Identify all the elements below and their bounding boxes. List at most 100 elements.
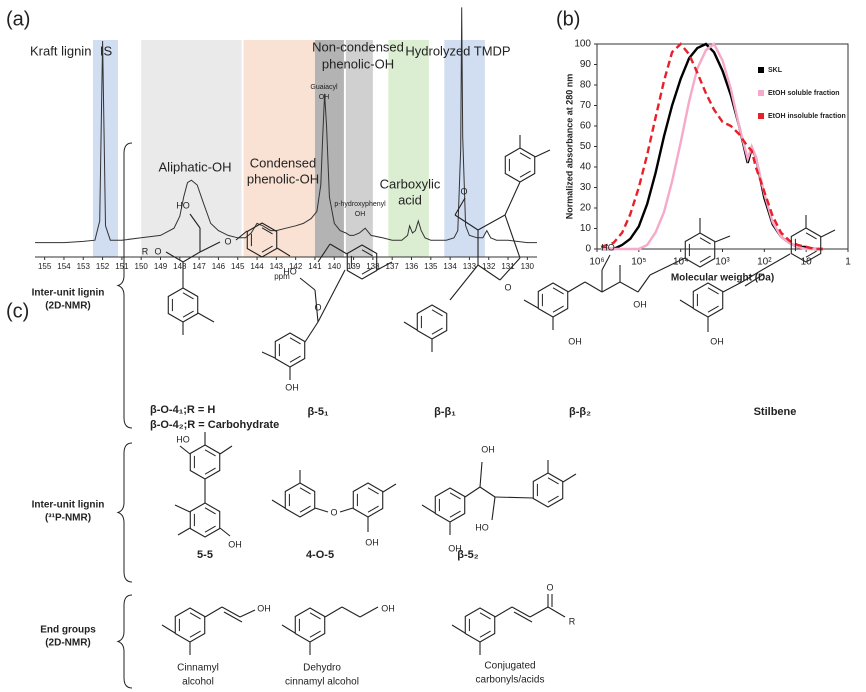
bond: [271, 499, 286, 509]
region-label: p-hydroxyphenyl: [334, 201, 386, 208]
ring: [684, 232, 716, 268]
bond: [376, 261, 393, 271]
atom-label: OH: [285, 382, 299, 392]
bond: [341, 606, 361, 618]
bond: [182, 251, 201, 263]
bond: [165, 251, 184, 263]
bond: [494, 606, 513, 618]
ring: [284, 482, 316, 518]
bond: [161, 624, 176, 634]
group-label: End groups: [40, 625, 96, 636]
bond: [314, 289, 319, 323]
bond: [479, 486, 496, 498]
bond: [382, 483, 397, 493]
x-tick-label: 143: [270, 262, 284, 271]
region-group-label: Non-condensed: [312, 39, 404, 54]
bond: [281, 624, 296, 634]
ring-double-bond: [552, 287, 564, 295]
x-tick-label: 155: [38, 262, 52, 271]
ring-double-bond: [547, 477, 559, 485]
x-tick-label: 10⁶: [589, 257, 604, 268]
x-tick-label: 10²: [757, 257, 772, 268]
bond: [499, 257, 521, 281]
y-tick-label: 80: [580, 80, 592, 91]
group-bracket: [116, 142, 133, 429]
bond: [317, 269, 346, 323]
x-tick-label: 134: [443, 262, 457, 271]
atom-label: O: [154, 246, 161, 256]
x-tick-label: 132: [482, 262, 496, 271]
x-axis-label: Molecular weight (Da): [671, 273, 774, 284]
y-tick-label: 100: [574, 39, 591, 50]
ring-double-bond: [261, 227, 273, 235]
ring-double-bond: [204, 449, 216, 457]
group-label: Inter-unit lignin: [32, 500, 105, 511]
region-label: Guaiacyl: [310, 84, 338, 91]
bond: [637, 274, 651, 293]
structure-name: β-O-4₁;R = H: [150, 404, 215, 416]
structure-name: Dehydro: [303, 663, 341, 674]
ring-double-bond: [431, 309, 443, 317]
bond: [513, 611, 533, 623]
atom-label: OH: [257, 603, 271, 613]
region-label: OH: [319, 94, 330, 101]
atom-label: O: [314, 302, 321, 312]
bond: [299, 277, 316, 291]
bond: [649, 257, 686, 276]
region-band: [388, 40, 429, 257]
bond: [314, 507, 329, 513]
series-line: [601, 42, 823, 251]
bond: [761, 253, 791, 271]
bond: [562, 473, 577, 483]
ring-double-bond: [204, 507, 216, 515]
ring-double-bond: [519, 152, 531, 160]
x-tick-label: 145: [231, 262, 245, 271]
ring-double-bond: [449, 510, 461, 518]
bond: [189, 213, 201, 229]
structure-name: 5-5: [197, 549, 213, 561]
x-tick-label: 135: [424, 262, 438, 271]
bond: [204, 606, 223, 618]
x-tick-label: 147: [192, 262, 206, 271]
y-tick-label: 50: [580, 141, 592, 152]
panel-label: (c): [6, 300, 29, 322]
x-tick-label: 148: [173, 262, 187, 271]
ring-double-bond: [189, 612, 201, 620]
ring-double-bond: [309, 630, 321, 638]
ring-double-bond: [204, 525, 216, 533]
y-axis-label: Normalized absorbance at 280 nm: [564, 74, 574, 220]
legend-label: EtOH insoluble fraction: [768, 113, 846, 120]
bond: [219, 527, 231, 537]
x-tick-label: 144: [250, 262, 264, 271]
atom-label: OH: [365, 537, 379, 547]
bond: [567, 281, 586, 293]
y-tick-label: 70: [580, 100, 592, 111]
spectrum-line: [35, 7, 537, 244]
region-group-label: phenolic-OH: [322, 56, 394, 71]
region-band: [141, 40, 242, 257]
bond: [359, 606, 379, 618]
plot-frame: [596, 43, 849, 250]
atom-label: O: [224, 236, 231, 246]
ring-double-bond: [699, 255, 711, 263]
ring-double-bond: [479, 612, 491, 620]
bond: [235, 230, 248, 241]
x-tick-label: 138: [366, 262, 380, 271]
legend-swatch: [758, 90, 764, 96]
bond: [199, 241, 221, 253]
ring-double-bond: [367, 505, 379, 513]
x-tick-label: 146: [212, 262, 226, 271]
x-tick-label: 136: [405, 262, 419, 271]
bond: [449, 264, 479, 301]
atom-label: OH: [228, 539, 242, 549]
ring-double-bond: [805, 232, 817, 240]
group-bracket: [116, 442, 133, 583]
atom-label: OH: [381, 603, 395, 613]
bond: [421, 504, 436, 514]
structure-name: β-5₁: [307, 406, 328, 418]
atom-label: OH: [448, 543, 462, 553]
group-label: Inter-unit lignin: [32, 288, 105, 299]
bond: [317, 243, 331, 263]
